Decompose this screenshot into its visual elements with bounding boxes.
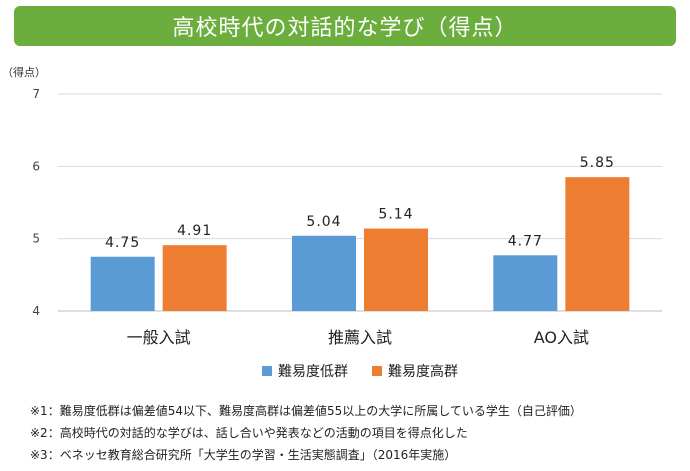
data-label: 5.85	[580, 155, 615, 171]
title-banner: 高校時代の対話的な学び（得点）	[14, 6, 676, 46]
legend: 難易度低群 難易度高群	[262, 363, 458, 380]
y-tick-label: 7	[32, 87, 40, 101]
category-label: 推薦入試	[328, 328, 392, 347]
footnote-3: ※3：ベネッセ教育総合研究所「大学生の学習・生活実態調査」（2016年実施）	[30, 448, 457, 462]
bar	[493, 255, 558, 311]
footnote-2: ※2：高校時代の対話的な学びは、話し合いや発表などの活動の項目を得点化した	[30, 426, 468, 440]
data-labels: 4.75 4.91 5.04 5.14 4.77 5.85	[105, 155, 615, 251]
gridlines	[58, 93, 662, 312]
category-label: AO入試	[534, 328, 589, 347]
bar	[162, 245, 227, 311]
y-tick-label: 5	[32, 232, 40, 246]
legend-swatch	[372, 366, 382, 376]
data-label: 4.77	[508, 233, 543, 249]
legend-label: 難易度高群	[388, 363, 458, 380]
category-labels: 一般入試 推薦入試 AO入試	[127, 328, 589, 347]
data-label: 5.14	[378, 207, 413, 223]
category-label: 一般入試	[127, 328, 191, 347]
y-tick-labels: 4 5 6 7	[32, 87, 40, 318]
y-tick-label: 4	[32, 304, 40, 318]
chart-title: 高校時代の対話的な学び（得点）	[172, 16, 518, 41]
legend-label: 難易度低群	[278, 364, 348, 380]
footnote-1: ※1：難易度低群は偏差値54以下、難易度高群は偏差値55以上の大学に所属している…	[30, 404, 582, 418]
bar-chart: （得点） 4 5 6 7 4.75 4.91 5.04 5.14 4.77 5.85 一般入試 推…	[2, 66, 662, 380]
data-label: 4.75	[105, 235, 140, 251]
bar	[565, 177, 630, 311]
data-label: 5.04	[306, 214, 341, 230]
bars	[90, 177, 630, 311]
y-tick-label: 6	[32, 159, 40, 173]
bar	[364, 228, 428, 311]
legend-swatch	[262, 366, 272, 376]
bar	[292, 235, 356, 311]
data-label: 4.91	[177, 223, 212, 239]
bar	[90, 256, 155, 311]
footnotes: ※1：難易度低群は偏差値54以下、難易度高群は偏差値55以上の大学に所属している…	[30, 400, 680, 466]
y-axis-unit: （得点）	[2, 66, 46, 79]
